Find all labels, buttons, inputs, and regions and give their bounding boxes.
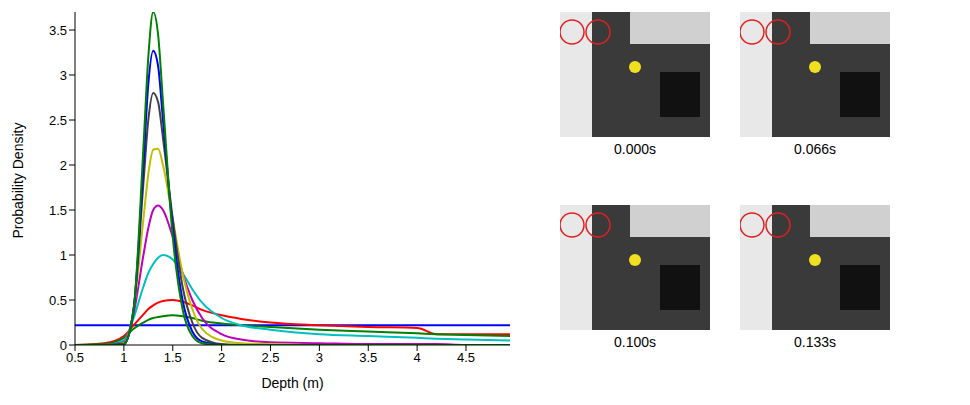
html-text:0.133s: 0.133s (794, 334, 836, 350)
svg-text:0: 0 (60, 338, 67, 353)
svg-text:2.5: 2.5 (261, 350, 279, 365)
html-text:0.000s: 0.000s (614, 141, 656, 157)
svg-text:1: 1 (60, 248, 67, 263)
svg-text:3.5: 3.5 (49, 23, 67, 38)
svg-text:1: 1 (120, 350, 127, 365)
svg-text:1.5: 1.5 (164, 350, 182, 365)
svg-text:0.5: 0.5 (49, 293, 67, 308)
svg-text:Depth (m): Depth (m) (261, 375, 323, 391)
svg-text:2: 2 (218, 350, 225, 365)
svg-text:3: 3 (60, 68, 67, 83)
svg-text:1.5: 1.5 (49, 203, 67, 218)
svg-text:3.5: 3.5 (359, 350, 377, 365)
html-text:0.100s: 0.100s (614, 334, 656, 350)
svg-text:3: 3 (316, 350, 323, 365)
svg-text:4: 4 (414, 350, 421, 365)
svg-text:0.5: 0.5 (66, 350, 84, 365)
svg-text:2: 2 (60, 158, 67, 173)
svg-text:Probability Density: Probability Density (10, 123, 26, 239)
svg-text:4.5: 4.5 (457, 350, 475, 365)
html-text:0.066s: 0.066s (794, 141, 836, 157)
svg-text:2.5: 2.5 (49, 113, 67, 128)
